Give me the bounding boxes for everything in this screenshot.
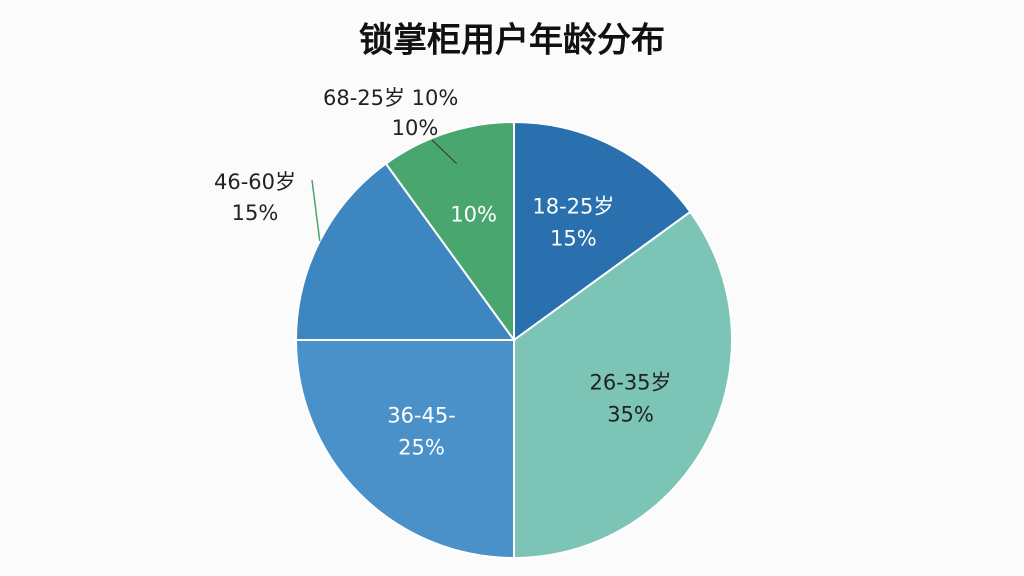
leader-line [311, 179, 321, 242]
slice-value-label: 25% [398, 435, 445, 459]
pie-slice [294, 162, 516, 341]
slice-value-label: 15% [550, 226, 597, 250]
outside-value-label: 15% [232, 201, 279, 225]
pie-slice [294, 339, 515, 560]
outside-label: 68-25岁 [323, 86, 405, 110]
slice-value-label: 10% [450, 203, 497, 227]
chart-title: 锁掌柜用户年龄分布 [359, 21, 665, 61]
outside-label: 46-60岁 [214, 170, 296, 194]
outside-value-label: 10% [412, 86, 459, 110]
pie-slice [513, 210, 733, 560]
slice-value-label: 35% [607, 402, 654, 426]
slice-label: 26-35岁 [590, 370, 672, 394]
pie-slice [513, 120, 692, 342]
outside-value-label: 10% [392, 116, 439, 140]
slice-label: 18-25岁 [532, 194, 614, 218]
pie-slice [384, 120, 515, 344]
slice-label: 36-45- [387, 403, 456, 427]
leader-line [431, 139, 458, 165]
